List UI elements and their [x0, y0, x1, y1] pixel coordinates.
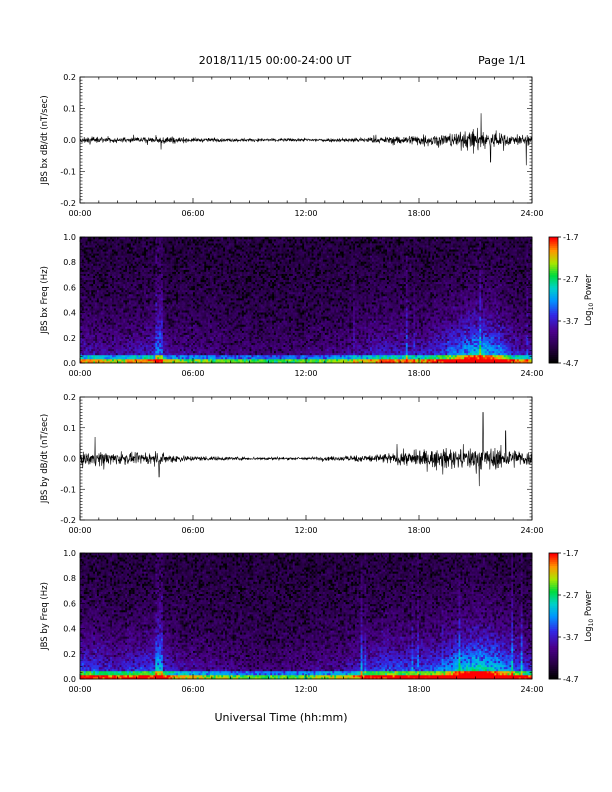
x-tick-label: 06:00 [181, 526, 204, 535]
colorbar-label: Log10 Power [584, 590, 595, 642]
y-tick-label: 0.2 [63, 334, 76, 343]
colorbar-frame [548, 552, 559, 680]
x-tick-label: 24:00 [520, 526, 543, 535]
y-tick-label: 1.0 [63, 233, 76, 242]
y-tick-label: 0.8 [63, 258, 76, 267]
y-tick-label: -0.2 [60, 199, 76, 208]
x-tick-label: 00:00 [68, 526, 91, 535]
x-tick-label: 24:00 [520, 209, 543, 218]
x-tick-label: 06:00 [181, 685, 204, 694]
x-tick-label: 24:00 [520, 685, 543, 694]
y-tick-label: -0.1 [60, 168, 76, 177]
x-tick-label: 18:00 [407, 369, 430, 378]
colorbar-tick-label: -1.7 [563, 233, 579, 242]
x-tick-label: 00:00 [68, 369, 91, 378]
colorbar: -1.7 -2.7 -3.7 -4.7 Log10 Power [548, 549, 595, 684]
y-tick-label: 0.0 [63, 455, 76, 464]
colorbar-tick-label: -4.7 [563, 359, 579, 368]
y-tick-label: 0.1 [63, 105, 76, 114]
y-tick-label: 0.2 [63, 73, 76, 82]
y-axis-label: JBS by dB/dt (nT/sec) [40, 414, 50, 504]
y-tick-label: 0.4 [63, 309, 76, 318]
panel-by-spectrogram: -1.7 -2.7 -3.7 -4.7 Log10 Power 00:00 06:00 12:… [40, 549, 595, 694]
y-tick-label: 0.6 [63, 283, 76, 292]
y-tick-label: -0.1 [60, 485, 76, 494]
y-tick-label: 1.0 [63, 549, 76, 558]
y-tick-label: 0.2 [63, 393, 76, 402]
x-tick-label: 00:00 [68, 685, 91, 694]
y-tick-label: 0.8 [63, 574, 76, 583]
y-tick-label: 0.4 [63, 625, 76, 634]
colorbar-tick-label: -1.7 [563, 549, 579, 558]
spectrogram-image [80, 237, 533, 364]
y-tick-label: 0.2 [63, 650, 76, 659]
y-tick-label: 0.0 [63, 136, 76, 145]
colorbar: -1.7 -2.7 -3.7 -4.7 Log10 Power [548, 233, 595, 368]
spectrogram-image [80, 553, 533, 680]
y-tick-label: 0.0 [63, 675, 76, 684]
colorbar-tick-label: -4.7 [563, 675, 579, 684]
y-axis-label: JBS by Freq (Hz) [40, 582, 50, 651]
series-trace [79, 113, 533, 166]
x-tick-label: 18:00 [407, 526, 430, 535]
x-tick-label: 12:00 [294, 369, 317, 378]
y-axis-label: JBS bx Freq (Hz) [40, 266, 50, 335]
x-tick-label: 12:00 [294, 209, 317, 218]
y-tick-label: 0.6 [63, 599, 76, 608]
x-tick-label: 12:00 [294, 526, 317, 535]
page-indicator: Page 1/1 [478, 54, 526, 67]
x-tick-label: 24:00 [520, 369, 543, 378]
panel-bx-dbdt: 00:00 06:00 12:00 18:00 24:00 0.2 0.1 0.0 -0.1 -0… [40, 73, 544, 218]
y-tick-label: -0.2 [60, 516, 76, 525]
x-tick-label: 06:00 [181, 209, 204, 218]
x-tick-label: 12:00 [294, 685, 317, 694]
x-tick-label: 18:00 [407, 685, 430, 694]
series-trace [79, 412, 533, 487]
panel-by-dbdt: 00:00 06:00 12:00 18:00 24:00 0.2 0.1 0.0 -0.1 -0… [40, 393, 544, 535]
colorbar-frame [548, 236, 559, 364]
colorbar-tick-label: -2.7 [563, 275, 579, 284]
colorbar-label: Log10 Power [584, 274, 595, 326]
y-tick-label: 0.1 [63, 424, 76, 433]
x-tick-label: 06:00 [181, 369, 204, 378]
x-tick-label: 18:00 [407, 209, 430, 218]
colorbar-tick-label: -3.7 [563, 317, 579, 326]
panel-bx-spectrogram: -1.7 -2.7 -3.7 -4.7 Log10 Power 00:00 06:00 12:… [40, 233, 595, 378]
figure-title: 2018/11/15 00:00-24:00 UT [199, 54, 352, 67]
y-tick-label: 0.0 [63, 359, 76, 368]
x-axis-label: Universal Time (hh:mm) [215, 711, 348, 724]
colorbar-tick-label: -2.7 [563, 591, 579, 600]
x-tick-label: 00:00 [68, 209, 91, 218]
colorbar-tick-label: -3.7 [563, 633, 579, 642]
y-axis-label: JBS bx dB/dt (nT/sec) [40, 95, 50, 185]
